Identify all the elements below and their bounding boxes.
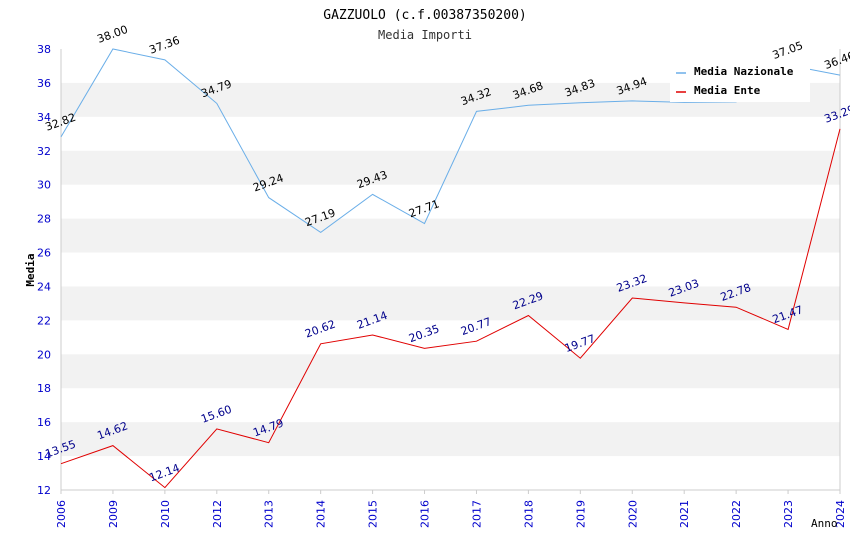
data-label: 19.77	[563, 332, 597, 355]
x-tick-label: 2023	[782, 500, 795, 528]
legend: Media Nazionale Media Ente	[670, 60, 810, 102]
x-axis-ticks: 2006 2009 2010 2012 2013 2014 2015 2016 2017 2018…	[55, 490, 847, 528]
grid-band	[61, 218, 840, 253]
data-label: 37.36	[147, 34, 181, 57]
series-line-media-nazionale	[60, 48, 841, 234]
x-tick-label: 2022	[730, 500, 743, 528]
y-tick-label: 34	[37, 111, 51, 124]
y-axis-ticks: 12 14 16 18 20 22 24 26 28 30 32 34 36 38	[37, 43, 51, 497]
y-axis-label: Media	[24, 253, 37, 286]
x-tick-label: 2006	[55, 500, 68, 528]
legend-label-media-ente: Media Ente	[694, 84, 761, 97]
y-tick-label: 14	[37, 450, 51, 463]
x-tick-label: 2015	[367, 500, 380, 528]
x-tick-label: 2019	[574, 500, 587, 528]
data-label: 12.14	[147, 461, 181, 484]
y-tick-label: 12	[37, 484, 51, 497]
y-tick-label: 20	[37, 348, 51, 361]
data-label: 37.05	[771, 39, 805, 62]
grid-band	[61, 286, 840, 321]
y-tick-label: 22	[37, 314, 51, 327]
data-label: 27.71	[407, 197, 441, 220]
x-tick-label: 2021	[678, 500, 691, 528]
series-lines	[60, 48, 841, 489]
y-tick-label: 16	[37, 416, 51, 429]
data-label: 38.00	[96, 23, 130, 46]
series-line-media-ente	[60, 128, 841, 489]
legend-label-media-nazionale: Media Nazionale	[694, 65, 794, 78]
chart-subtitle: Media Importi	[378, 28, 472, 42]
x-tick-label: 2018	[522, 500, 535, 528]
data-label: 36.46	[823, 49, 850, 72]
y-tick-label: 26	[37, 247, 51, 260]
x-tick-label: 2010	[159, 500, 172, 528]
x-tick-label: 2020	[626, 500, 639, 528]
chart-title: GAZZUOLO (c.f.00387350200)	[323, 8, 527, 23]
x-tick-label: 2024	[834, 500, 847, 528]
y-tick-label: 32	[37, 145, 51, 158]
x-tick-label: 2017	[470, 500, 483, 528]
grid-band	[61, 354, 840, 389]
y-tick-label: 18	[37, 382, 51, 395]
legend-box	[670, 60, 810, 102]
data-label: 20.35	[407, 322, 441, 345]
data-label: 20.62	[303, 318, 337, 341]
x-tick-label: 2014	[315, 500, 328, 528]
x-tick-label: 2012	[211, 500, 224, 528]
x-tick-label: 2009	[107, 500, 120, 528]
y-tick-label: 38	[37, 43, 51, 56]
x-axis-label: Anno	[811, 517, 838, 530]
y-tick-label: 30	[37, 179, 51, 192]
x-tick-label: 2016	[419, 500, 432, 528]
y-tick-label: 28	[37, 213, 51, 226]
x-tick-label: 2013	[263, 500, 276, 528]
y-tick-label: 24	[37, 280, 51, 293]
grid-band	[61, 422, 840, 457]
axes	[60, 49, 841, 491]
y-tick-label: 36	[37, 77, 51, 90]
grid-bands	[61, 82, 840, 457]
